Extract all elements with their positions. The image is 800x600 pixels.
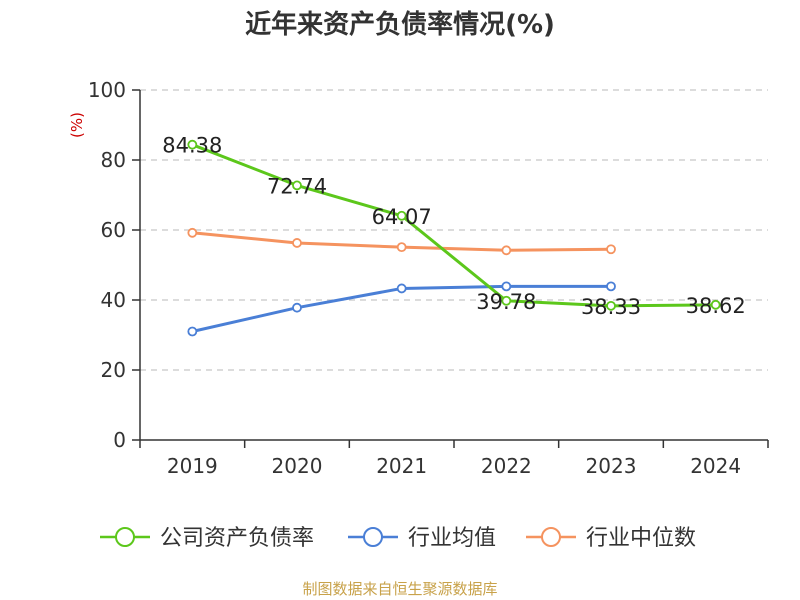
- data-point: [292, 302, 302, 313]
- data-point: [606, 244, 616, 255]
- data-point: [187, 326, 198, 337]
- legend: 公司资产负债率 行业均值 行业中位数: [100, 526, 696, 551]
- data-point: [501, 295, 512, 306]
- data-point: [501, 281, 512, 292]
- data-point: [606, 281, 616, 292]
- data-point: [187, 139, 198, 150]
- x-tick-label: 2022: [481, 454, 532, 478]
- data-point: [396, 283, 407, 294]
- y-tick-label: 80: [101, 148, 126, 172]
- data-point: [396, 210, 407, 221]
- data-label: 84.38: [162, 134, 222, 158]
- y-tick-label: 0: [113, 428, 126, 452]
- chart-title: 近年来资产负债率情况(%): [245, 10, 555, 40]
- y-tick-label: 60: [101, 218, 126, 242]
- y-tick-label: 20: [101, 358, 126, 382]
- legend-label: 公司资产负债率: [160, 526, 314, 551]
- data-point: [292, 238, 302, 248]
- data-point: [710, 299, 721, 310]
- data-point: [187, 227, 198, 238]
- data-point: [606, 300, 616, 311]
- grid-lines: [140, 89, 768, 371]
- series-points: [187, 139, 721, 337]
- data-label: 39.78: [476, 290, 536, 314]
- y-tick-label: 40: [101, 288, 126, 312]
- x-tick-label: 2023: [586, 454, 637, 478]
- data-labels: 84.38 72.74 64.07 39.78 38.33 38.62: [162, 134, 745, 319]
- legend-marker: [363, 527, 383, 547]
- y-tick-label: 100: [88, 78, 126, 102]
- legend-label: 行业均值: [408, 526, 496, 551]
- series-line: [191, 143, 716, 308]
- data-label: 72.74: [267, 174, 327, 198]
- data-point: [396, 242, 407, 253]
- data-point: [292, 180, 302, 191]
- data-label: 38.62: [686, 294, 746, 318]
- legend-marker: [541, 527, 561, 547]
- y-axis-label: (%): [68, 112, 86, 138]
- x-tick-label: 2021: [376, 454, 427, 478]
- x-tick-label: 2019: [167, 454, 218, 478]
- data-label: 38.33: [581, 295, 641, 319]
- x-tick-label: 2020: [272, 454, 323, 478]
- legend-label: 行业中位数: [586, 526, 696, 551]
- data-point: [501, 245, 512, 256]
- data-label: 64.07: [372, 205, 432, 229]
- legend-marker: [115, 527, 135, 547]
- x-tick-label: 2024: [690, 454, 741, 478]
- axes: 0 20 40 60 80 100 2019 2020 2021 2022 2023 2024 (%): [68, 78, 769, 478]
- data-source-note: 制图数据来自恒生聚源数据库: [302, 580, 498, 598]
